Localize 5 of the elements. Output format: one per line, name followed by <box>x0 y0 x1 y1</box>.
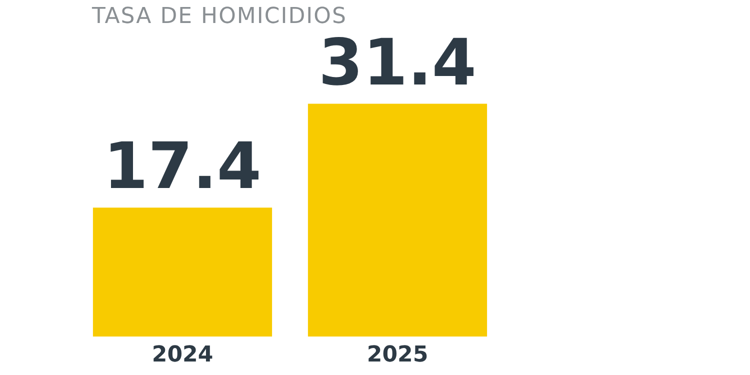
data-label: 31.4 <box>318 26 476 100</box>
data-label: 17.4 <box>104 130 262 204</box>
x-tick-label: 2024 <box>152 342 214 368</box>
x-tick-label: 2025 <box>366 342 428 368</box>
chart-title: TASA DE HOMICIDIOS <box>92 4 347 29</box>
